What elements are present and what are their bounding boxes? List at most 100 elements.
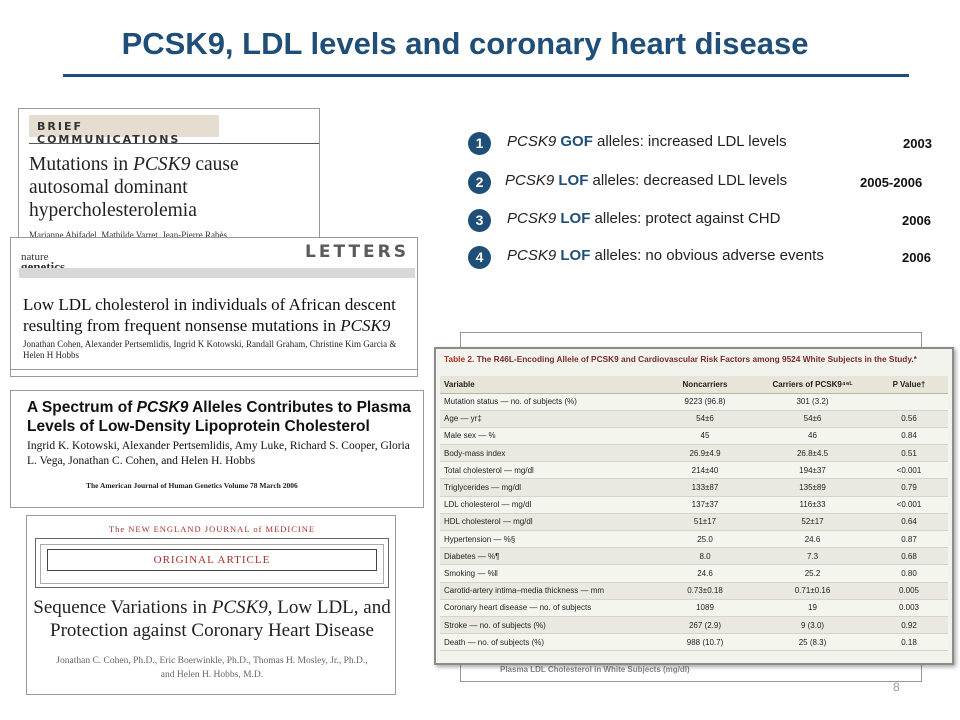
table-cell: <0.001 bbox=[870, 496, 948, 514]
risk-factor-table: Table 2. The R46L-Encoding Allele of PCS… bbox=[434, 347, 954, 665]
finding-item: 3 PCSK9 LOF alleles: protect against CHD… bbox=[468, 205, 948, 235]
finding-item: 1 PCSK9 GOF alleles: increased LDL level… bbox=[468, 128, 948, 158]
table-row: Total cholesterol — mg/dl 214±40 194±37 <0.… bbox=[440, 461, 948, 480]
table-cell: 19 bbox=[755, 599, 870, 617]
column-header: Carriers of PCSK9⁴⁶ᴸ bbox=[755, 376, 870, 394]
table-row: Stroke — no. of subjects (%) 267 (2.9) 9 (… bbox=[440, 616, 948, 635]
table-cell: 214±40 bbox=[655, 461, 755, 480]
clipping-brief-communications: BRIEF COMMUNICATIONS Mutations in PCSK9 … bbox=[18, 108, 320, 244]
header-band bbox=[19, 268, 415, 278]
finding-text: PCSK9 GOF alleles: increased LDL levels bbox=[507, 133, 787, 150]
table-cell: 24.6 bbox=[755, 530, 870, 549]
table-cell: 267 (2.9) bbox=[655, 616, 755, 635]
article-headline: Mutations in PCSK9 cause autosomal domin… bbox=[29, 154, 239, 221]
table-cell: 51±17 bbox=[655, 513, 755, 532]
table-cell: 116±33 bbox=[755, 496, 870, 514]
finding-year: 2005-2006 bbox=[860, 175, 923, 190]
data-table: Variable Noncarriers Carriers of PCSK9⁴⁶… bbox=[440, 376, 948, 652]
table-cell: 1089 bbox=[655, 599, 755, 617]
row-label: Age — yr‡ bbox=[440, 410, 655, 428]
table-cell: 54±6 bbox=[655, 410, 755, 428]
table-cell: 301 (3.2) bbox=[755, 393, 870, 411]
table-cell: 45 bbox=[655, 427, 755, 446]
section-banner: ORIGINAL ARTICLE bbox=[47, 549, 377, 571]
article-headline: Sequence Variations in PCSK9, Low LDL, a… bbox=[33, 597, 391, 641]
table-cell: 0.64 bbox=[870, 513, 948, 532]
page-number: 8 bbox=[893, 680, 900, 694]
row-label: Total cholesterol — mg/dl bbox=[440, 461, 655, 480]
table-cell: 7.3 bbox=[755, 547, 870, 566]
table-cell: 9223 (96.8) bbox=[655, 393, 755, 411]
finding-text: PCSK9 LOF alleles: protect against CHD bbox=[507, 210, 781, 227]
table-row: Male sex — % 45 46 0.84 bbox=[440, 427, 948, 446]
table-cell: 24.6 bbox=[655, 564, 755, 583]
table-row: Mutation status — no. of subjects (%) 922… bbox=[440, 393, 948, 411]
table-cell: 133±87 bbox=[655, 478, 755, 497]
divider bbox=[11, 369, 417, 370]
frame bbox=[35, 538, 389, 588]
table-cell: 8.0 bbox=[655, 547, 755, 566]
table-cell bbox=[870, 393, 948, 411]
table-cell: 0.73±0.18 bbox=[655, 582, 755, 600]
table-cell: <0.001 bbox=[870, 461, 948, 480]
article-headline: Low LDL cholesterol in individuals of Af… bbox=[23, 295, 396, 335]
table-cell: 135±89 bbox=[755, 478, 870, 497]
table-caption: Table 2. The R46L-Encoding Allele of PCS… bbox=[444, 354, 917, 364]
row-label: Male sex — % bbox=[440, 427, 655, 446]
row-label: Hypertension — %§ bbox=[440, 530, 655, 549]
article-authors: Jonathan C. Cohen, Ph.D., Eric Boerwinkl… bbox=[56, 656, 368, 680]
finding-text: PCSK9 LOF alleles: decreased LDL levels bbox=[505, 172, 788, 189]
clipping-nejm: The NEW ENGLAND JOURNAL of MEDICINE ORIG… bbox=[26, 515, 396, 695]
table-cell: 54±6 bbox=[755, 410, 870, 428]
frame bbox=[40, 544, 384, 584]
row-label: Smoking — %‖ bbox=[440, 564, 655, 583]
column-header: P Value† bbox=[870, 376, 948, 394]
table-cell: 25.0 bbox=[655, 530, 755, 549]
number-badge: 4 bbox=[468, 246, 491, 269]
table-cell: 0.51 bbox=[870, 444, 948, 463]
table-cell: 26.9±4.9 bbox=[655, 444, 755, 463]
column-header: Variable bbox=[440, 376, 655, 394]
article-authors: Ingrid K. Kotowski, Alexander Pertsemlid… bbox=[27, 440, 410, 467]
table-row: HDL cholesterol — mg/dl 51±17 52±17 0.64 bbox=[440, 513, 948, 532]
clipping-ajhg: A Spectrum of PCSK9 Alleles Contributes … bbox=[10, 390, 424, 508]
divider bbox=[29, 143, 319, 144]
table-cell: 0.56 bbox=[870, 410, 948, 428]
finding-year: 2006 bbox=[902, 250, 931, 265]
slide-title: PCSK9, LDL levels and coronary heart dis… bbox=[121, 26, 809, 61]
table-cell: 25 (8.3) bbox=[755, 633, 870, 652]
row-label: HDL cholesterol — mg/dl bbox=[440, 513, 655, 532]
table-cell: 988 (10.7) bbox=[655, 633, 755, 652]
table-cell: 0.18 bbox=[870, 633, 948, 652]
row-label: Mutation status — no. of subjects (%) bbox=[440, 393, 655, 411]
number-badge: 3 bbox=[468, 209, 491, 232]
table-cell: 0.005 bbox=[870, 582, 948, 600]
table-cell: 0.92 bbox=[870, 616, 948, 635]
table-cell: 52±17 bbox=[755, 513, 870, 532]
row-label: LDL cholesterol — mg/dl bbox=[440, 496, 655, 514]
finding-year: 2003 bbox=[903, 136, 932, 151]
table-row: LDL cholesterol — mg/dl 137±37 116±33 <0.00… bbox=[440, 496, 948, 514]
title-underline bbox=[63, 74, 909, 77]
table-row: Triglycerides — mg/dl 133±87 135±89 0.79 bbox=[440, 478, 948, 497]
table-row: Age — yr‡ 54±6 54±6 0.56 bbox=[440, 410, 948, 428]
clipping-nature-genetics: nature genetics LETTERS Low LDL cholester… bbox=[10, 237, 418, 377]
journal-masthead: The NEW ENGLAND JOURNAL of MEDICINE bbox=[108, 524, 316, 534]
row-label: Death — no. of subjects (%) bbox=[440, 633, 655, 652]
table-header-row: Variable Noncarriers Carriers of PCSK9⁴⁶… bbox=[440, 376, 948, 394]
table-cell: 25.2 bbox=[755, 564, 870, 583]
section-banner: BRIEF COMMUNICATIONS bbox=[29, 115, 219, 146]
number-badge: 1 bbox=[468, 132, 491, 155]
table-row: Smoking — %‖ 24.6 25.2 0.80 bbox=[440, 564, 948, 583]
journal-citation: The American Journal of Human Genetics V… bbox=[86, 481, 298, 490]
table-row: Carotid-artery intima–media thickness — … bbox=[440, 582, 948, 600]
table-cell: 0.79 bbox=[870, 478, 948, 497]
table-cell: 0.84 bbox=[870, 427, 948, 446]
table-row: Coronary heart disease — no. of subjects… bbox=[440, 599, 948, 617]
row-label: Stroke — no. of subjects (%) bbox=[440, 616, 655, 635]
table-row: Diabetes — %¶ 8.0 7.3 0.68 bbox=[440, 547, 948, 566]
row-label: Carotid-artery intima–media thickness — … bbox=[440, 582, 655, 600]
table-cell: 137±37 bbox=[655, 496, 755, 514]
table-cell: 26.8±4.5 bbox=[755, 444, 870, 463]
row-label: Coronary heart disease — no. of subjects bbox=[440, 599, 655, 617]
